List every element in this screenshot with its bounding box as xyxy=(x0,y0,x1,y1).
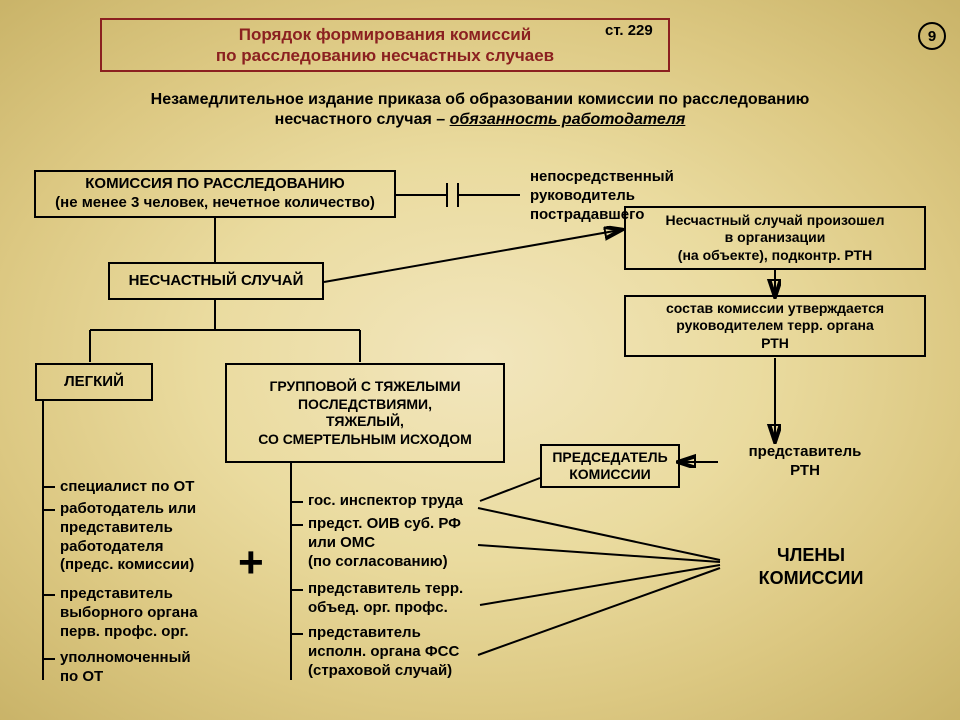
tick xyxy=(43,594,55,596)
tick xyxy=(43,486,55,488)
node-commission: КОМИССИЯ ПО РАССЛЕДОВАНИЮ (не менее 3 че… xyxy=(34,170,396,218)
tick xyxy=(43,509,55,511)
list-heavy-1: предст. ОИВ суб. РФ или ОМС (по согласов… xyxy=(308,515,461,571)
node-members: ЧЛЕНЫ КОМИССИИ xyxy=(726,544,896,589)
node-chairman: ПРЕДСЕДАТЕЛЬ КОМИССИИ xyxy=(540,444,680,488)
subtitle-line1: Незамедлительное издание приказа об обра… xyxy=(60,90,900,110)
page-number: 9 xyxy=(928,28,936,45)
article-ref: ст. 229 xyxy=(605,22,653,41)
list-light-0: специалист по ОТ xyxy=(60,478,194,497)
title-line1: Порядок формирования комиссий xyxy=(239,24,531,45)
node-heavy: ГРУППОВОЙ С ТЯЖЕЛЫМИ ПОСЛЕДСТВИЯМИ, ТЯЖЕ… xyxy=(225,363,505,463)
tick xyxy=(291,589,303,591)
tick xyxy=(43,658,55,660)
node-rtn-rep: представитель РТН xyxy=(720,443,890,481)
list-light-2: представитель выборного органа перв. про… xyxy=(60,585,198,641)
subtitle: Незамедлительное издание приказа об обра… xyxy=(60,90,900,130)
node-accident: НЕСЧАСТНЫЙ СЛУЧАЙ xyxy=(108,262,324,300)
node-rtn-org: Несчастный случай произошел в организаци… xyxy=(624,206,926,270)
diagram-canvas: 9 Порядок формирования комиссий по рассл… xyxy=(0,0,960,720)
node-light: ЛЕГКИЙ xyxy=(35,363,153,401)
title-line2: по расследованию несчастных случаев xyxy=(216,45,554,66)
list-light-1: работодатель или представитель работодат… xyxy=(60,500,196,575)
list-light-3: уполномоченный по ОТ xyxy=(60,649,191,687)
tick xyxy=(291,524,303,526)
list-heavy-0: гос. инспектор труда xyxy=(308,492,463,511)
plus-sign: + xyxy=(238,538,264,588)
tick xyxy=(291,633,303,635)
page-number-badge: 9 xyxy=(918,22,946,50)
subtitle-line2: несчастного случая – обязанность работод… xyxy=(60,110,900,130)
tick xyxy=(291,501,303,503)
title-box: Порядок формирования комиссий по расслед… xyxy=(100,18,670,72)
node-rtn-approve: состав комиссии утверждается руководител… xyxy=(624,295,926,357)
list-heavy-2: представитель терр. объед. орг. профс. xyxy=(308,580,463,618)
list-heavy-3: представитель исполн. органа ФСС (страхо… xyxy=(308,624,459,680)
